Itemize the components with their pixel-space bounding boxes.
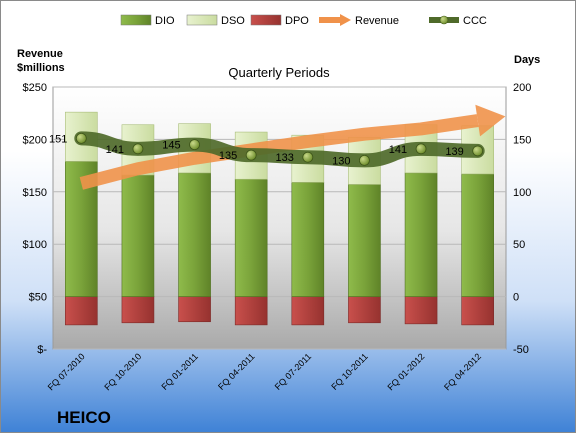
- bar-series: [65, 111, 494, 326]
- left-axis-label-line1: Revenue: [17, 48, 63, 60]
- dpo-bar: [404, 296, 438, 325]
- dio-bar: [178, 172, 211, 297]
- right-tick-label: 200: [513, 82, 531, 94]
- ccc-marker: [472, 145, 484, 157]
- revenue-line: [79, 114, 479, 190]
- left-tick-label: $150: [23, 187, 47, 199]
- x-tick-label: FQ 07-2010: [46, 351, 87, 392]
- dpo-bar: [461, 296, 494, 326]
- dso-legend-swatch: [186, 14, 218, 26]
- dpo-bar: [65, 296, 98, 326]
- ccc-data-label: 141: [389, 144, 407, 156]
- ccc-series: [74, 131, 485, 168]
- ccc-data-label: 151: [49, 133, 67, 145]
- x-tick-label: FQ 01-2011: [159, 351, 200, 392]
- ccc-marker: [245, 149, 257, 161]
- x-tick-label: FQ 10-2010: [102, 351, 143, 392]
- dio-bar: [404, 172, 438, 297]
- ccc-data-label: 135: [219, 150, 237, 162]
- left-axis-label-line2: $millions: [17, 62, 65, 74]
- right-axis-ticks: 200 150 100 50 0 -50: [513, 82, 531, 356]
- dpo-bar: [291, 296, 325, 326]
- ccc-legend-marker: [439, 15, 449, 25]
- left-tick-label: $-: [37, 344, 47, 356]
- ccc-legend-label: CCC: [463, 15, 487, 27]
- ccc-marker: [132, 143, 144, 155]
- x-tick-label: FQ 01-2012: [385, 351, 426, 392]
- revenue-legend-label: Revenue: [355, 15, 399, 27]
- legend: DIO DSO DPO Revenue CCC: [120, 14, 487, 27]
- right-tick-label: 0: [513, 292, 519, 304]
- revenue-series: [79, 104, 506, 190]
- dio-bar: [291, 182, 325, 297]
- x-tick-label: FQ 04-2012: [442, 351, 483, 392]
- ccc-data-label: 133: [275, 152, 293, 164]
- x-tick-label: FQ 07-2011: [273, 351, 314, 392]
- dio-bar: [461, 173, 494, 297]
- ccc-data-labels: 151 141 145 135 133 130 141 139: [49, 133, 464, 167]
- dio-legend-swatch: [120, 14, 152, 26]
- ccc-marker: [359, 154, 370, 166]
- ccc-data-label: 130: [332, 155, 350, 167]
- dio-bar: [121, 174, 155, 297]
- dio-bar: [348, 184, 381, 297]
- left-axis-ticks: $250 $200 $150 $100 $50 $-: [23, 82, 48, 356]
- x-axis-ticks: FQ 07-2010 FQ 10-2010 FQ 01-2011 FQ 04-2011…: [46, 351, 483, 392]
- left-tick-label: $50: [29, 292, 47, 304]
- left-tick-label: $200: [23, 134, 47, 146]
- ccc-marker: [75, 132, 87, 144]
- ccc-data-label: 139: [445, 146, 463, 158]
- dpo-bar: [348, 296, 381, 324]
- ccc-marker: [302, 151, 314, 163]
- revenue-arrowhead: [475, 104, 506, 137]
- x-tick-label: FQ 04-2011: [216, 351, 257, 392]
- right-tick-label: 50: [513, 239, 525, 251]
- ccc-data-label: 141: [106, 144, 124, 156]
- ccc-marker: [415, 143, 427, 155]
- right-tick-label: -50: [513, 344, 529, 356]
- dio-bar: [234, 178, 268, 297]
- dio-legend-label: DIO: [155, 15, 175, 27]
- ccc-data-label: 145: [162, 140, 180, 152]
- dpo-bar: [121, 296, 155, 324]
- chart-title: Quarterly Periods: [228, 65, 330, 80]
- left-tick-label: $100: [23, 239, 47, 251]
- dpo-legend-label: DPO: [285, 15, 309, 27]
- right-tick-label: 100: [513, 187, 531, 199]
- right-axis-label: Days: [514, 54, 540, 66]
- dpo-bar: [178, 296, 211, 323]
- dpo-bar: [234, 296, 268, 326]
- right-tick-label: 150: [513, 134, 531, 146]
- x-tick-label: FQ 10-2011: [329, 351, 370, 392]
- left-tick-label: $250: [23, 82, 47, 94]
- ccc-marker: [189, 139, 200, 151]
- company-name: HEICO: [57, 408, 111, 427]
- dpo-legend-swatch: [250, 14, 282, 26]
- revenue-legend-arrow: [340, 14, 351, 26]
- dso-legend-label: DSO: [221, 15, 245, 27]
